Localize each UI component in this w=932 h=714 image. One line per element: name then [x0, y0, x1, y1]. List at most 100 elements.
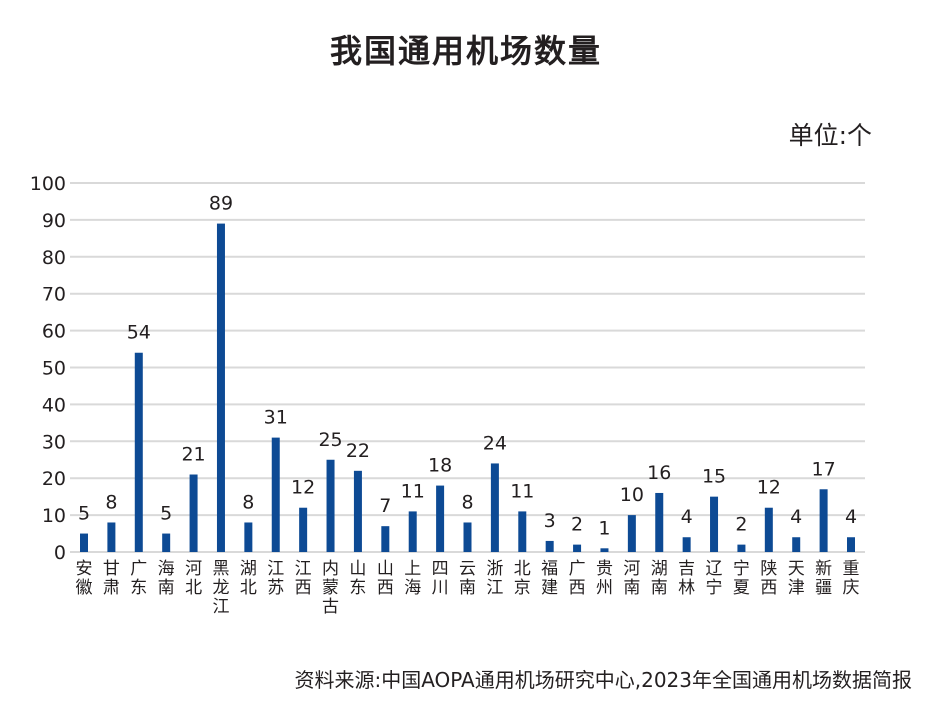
bar: [271, 437, 280, 552]
value-label: 11: [510, 480, 534, 502]
y-tick-label: 20: [42, 468, 66, 490]
value-label: 16: [647, 462, 671, 484]
bar: [463, 522, 472, 552]
value-label: 12: [291, 477, 315, 499]
value-label: 8: [105, 491, 117, 513]
category-label: 北京: [514, 559, 531, 598]
y-tick-label: 70: [42, 284, 66, 306]
category-label: 河南: [623, 559, 640, 598]
value-label: 24: [483, 432, 507, 454]
bar: [737, 544, 746, 552]
y-tick-label: 100: [30, 173, 66, 195]
y-tick-label: 60: [42, 321, 66, 343]
bar: [107, 522, 116, 552]
bar: [299, 507, 308, 552]
value-label: 17: [812, 458, 836, 480]
category-label: 山西: [377, 559, 394, 598]
category-label: 新疆: [815, 559, 832, 598]
bar: [627, 515, 636, 552]
category-label: 湖南: [651, 559, 668, 598]
bar: [134, 352, 143, 552]
category-label: 湖北: [240, 559, 257, 598]
bar: [189, 474, 198, 552]
y-tick-label: 10: [42, 505, 66, 527]
value-label: 11: [401, 480, 425, 502]
bar: [518, 511, 527, 552]
y-tick-label: 40: [42, 394, 66, 416]
y-tick-label: 90: [42, 210, 66, 232]
value-label: 89: [209, 193, 233, 215]
category-label: 河北: [185, 559, 202, 598]
category-label: 广西: [569, 559, 586, 598]
category-label: 云南: [459, 559, 476, 598]
value-label: 5: [78, 503, 90, 525]
value-label: 2: [735, 514, 747, 536]
bar: [326, 459, 335, 552]
bar: [408, 511, 417, 552]
value-label: 8: [242, 491, 254, 513]
category-label: 浙江: [486, 559, 503, 598]
category-label: 天津: [788, 559, 805, 598]
y-tick-label: 50: [42, 358, 66, 380]
x-axis-labels: 安徽甘肃广东海南河北黑龙江湖北江苏江西内蒙古山东山西上海四川云南浙江北京福建广西…: [76, 559, 860, 617]
value-label: 1: [598, 517, 610, 539]
y-tick-label: 80: [42, 247, 66, 269]
grid-lines: [70, 182, 865, 553]
bar: [80, 533, 88, 552]
category-label: 内蒙古: [322, 559, 339, 617]
category-label: 海南: [158, 559, 175, 598]
category-label: 吉林: [678, 559, 695, 598]
chart-title: 我国通用机场数量: [329, 32, 602, 70]
category-label: 江西: [295, 559, 312, 598]
y-axis-ticks: 0 10 20 30 40 50 60 70 80 90 100: [30, 173, 66, 564]
bar: [162, 533, 171, 552]
bar: [573, 544, 582, 552]
value-label: 5: [160, 503, 172, 525]
value-label: 2: [571, 514, 583, 536]
value-label: 3: [544, 510, 556, 532]
bar: [655, 492, 664, 552]
value-label: 54: [127, 322, 151, 344]
bar: [545, 540, 554, 552]
value-label: 7: [379, 495, 391, 517]
bar: [710, 496, 719, 552]
category-label: 陕西: [760, 559, 777, 598]
y-tick-label: 30: [42, 431, 66, 453]
bar: [436, 485, 445, 552]
category-label: 黑龙江: [212, 559, 229, 617]
category-label: 甘肃: [103, 559, 120, 598]
category-label: 福建: [541, 559, 558, 598]
value-label: 25: [318, 429, 342, 451]
value-label: 4: [790, 506, 802, 528]
bar: [682, 537, 691, 552]
value-label: 4: [681, 506, 693, 528]
bar: [353, 470, 362, 552]
category-label: 贵州: [596, 559, 613, 598]
category-label: 辽宁: [706, 559, 723, 598]
category-label: 安徽: [76, 559, 93, 598]
bar: [792, 537, 801, 552]
bar: [244, 522, 253, 552]
category-label: 上海: [404, 559, 421, 598]
value-label: 10: [620, 484, 644, 506]
category-label: 宁夏: [733, 559, 750, 598]
value-label: 18: [428, 455, 452, 477]
value-label: 31: [264, 407, 288, 429]
category-label: 山东: [349, 559, 366, 598]
bar: [819, 489, 828, 552]
source-note: 资料来源:中国AOPA通用机场研究中心,2023年全国通用机场数据简报: [294, 668, 912, 692]
unit-label: 单位:个: [788, 121, 872, 150]
value-label: 4: [845, 506, 857, 528]
category-label: 江苏: [267, 559, 284, 598]
bar: [381, 526, 390, 552]
value-label: 8: [461, 491, 473, 513]
bar: [216, 223, 225, 552]
category-label: 四川: [432, 559, 449, 598]
value-label: 21: [181, 444, 205, 466]
bar: [600, 548, 609, 552]
bar: [847, 537, 855, 552]
bar: [764, 507, 773, 552]
category-label: 广东: [130, 559, 147, 598]
